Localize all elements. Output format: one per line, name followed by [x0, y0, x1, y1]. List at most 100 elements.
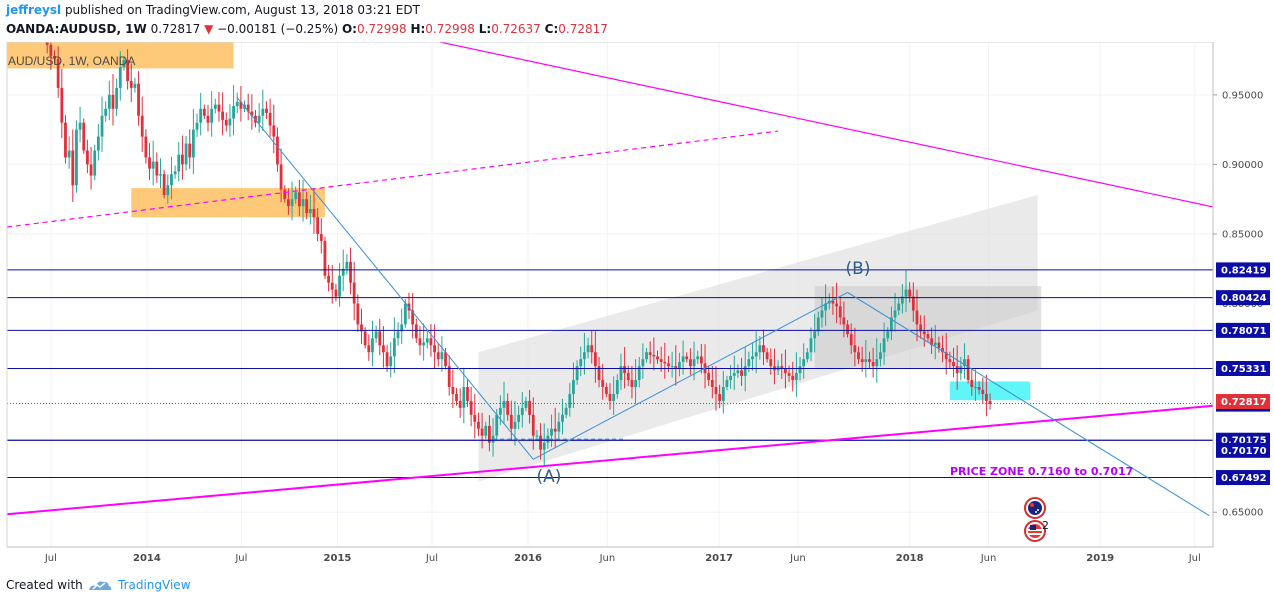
time-tick-label: Jun: [599, 553, 616, 564]
candle-body: [648, 352, 652, 356]
time-tick-label: Jun: [789, 553, 806, 564]
time-tick-label: 2015: [324, 553, 352, 564]
candle: [758, 336, 762, 360]
australia-flag-icon-star: [1037, 509, 1039, 511]
candle-body: [345, 261, 349, 269]
symbol-name[interactable]: OANDA:AUDUSD, 1W: [6, 22, 147, 36]
publish-line: jeffreysl published on TradingView.com, …: [6, 3, 420, 17]
candle: [126, 49, 129, 90]
blue-downtrend-line: [236, 97, 534, 460]
candle-body: [959, 366, 963, 374]
candle: [542, 423, 546, 465]
candle-body: [572, 380, 575, 394]
candle-body: [915, 310, 919, 325]
usa-flag-icon-canton: [1030, 525, 1036, 530]
candle-body: [235, 101, 239, 106]
candle: [480, 412, 484, 449]
candle: [276, 127, 279, 172]
candle: [137, 71, 140, 126]
price-level-label-text: 0.75331: [1221, 364, 1267, 375]
candle-body: [937, 342, 941, 349]
candle-body: [488, 425, 491, 443]
tradingview-logo-icon[interactable]: [88, 578, 112, 597]
candle-body: [619, 366, 623, 381]
candle: [963, 343, 966, 379]
candle: [60, 68, 64, 139]
candle-body: [480, 428, 484, 436]
candle-body: [568, 393, 572, 408]
candle: [813, 313, 817, 353]
candle-body: [477, 421, 480, 429]
candle-body: [301, 199, 305, 207]
candle: [188, 129, 192, 169]
candle-body: [107, 94, 111, 109]
candle-body: [228, 118, 232, 126]
candle: [528, 390, 531, 424]
candle: [400, 308, 404, 345]
price-level-label-text: 0.70170: [1221, 446, 1267, 457]
candle-body: [615, 380, 619, 394]
publish-info: published on TradingView.com, August 13,…: [64, 3, 420, 17]
candle-body: [122, 60, 126, 68]
candle-body: [948, 359, 952, 362]
candle-body: [963, 359, 966, 367]
candle: [685, 352, 689, 363]
candle: [674, 345, 678, 386]
candle: [287, 188, 290, 215]
candle: [170, 156, 173, 200]
candle-body: [988, 400, 992, 404]
candle-body: [838, 306, 842, 318]
price-axis[interactable]: 0.950000.900000.850000.650000.800000.824…: [1213, 90, 1270, 519]
price-level-label-text: 0.82419: [1221, 265, 1267, 276]
price-tick-label: 0.90000: [1222, 160, 1263, 171]
author-name[interactable]: jeffreysl: [6, 3, 62, 17]
time-axis[interactable]: Jul 2014 Jul 2015 Jul 2016 Jun 2017 Jun 2018 Jun 20…: [44, 553, 1201, 564]
candle: [937, 336, 941, 353]
candle: [356, 294, 360, 332]
candle-body: [955, 366, 959, 374]
candle: [360, 308, 363, 345]
candle: [557, 412, 561, 439]
australia-flag-icon-fill: [1028, 501, 1042, 515]
candle-body: [561, 414, 564, 422]
candle-body: [809, 338, 813, 353]
price-tick-label: 0.65000: [1222, 508, 1263, 519]
candle-body: [736, 370, 740, 374]
candle: [166, 174, 170, 204]
candle-body: [418, 338, 422, 346]
candle: [133, 77, 137, 93]
candle-body: [126, 60, 129, 81]
candle: [67, 136, 71, 169]
candle-body: [495, 414, 499, 436]
annotations: AUD/USD, 1W, OANDA (B) (A) PRICE ZONE 0.716…: [8, 54, 1133, 542]
candle: [539, 423, 542, 460]
candle-body: [422, 342, 426, 346]
candle: [572, 362, 575, 408]
candle-body: [612, 393, 616, 401]
candle-body: [524, 400, 528, 408]
candle-body: [316, 217, 320, 234]
price-level-label-text: 0.67492: [1221, 473, 1267, 484]
candle-body: [539, 435, 542, 450]
candle: [213, 98, 217, 114]
candle-body: [469, 400, 473, 415]
candle: [96, 124, 100, 161]
time-tick-label: Jul: [425, 553, 438, 564]
candle-body: [553, 428, 557, 432]
candle: [740, 357, 743, 386]
candle: [941, 335, 944, 363]
candle: [736, 364, 740, 378]
candle-body: [462, 387, 466, 408]
candle: [520, 392, 524, 428]
candle-body: [213, 104, 217, 109]
candle-body: [784, 368, 787, 374]
candles: [45, 42, 992, 465]
tradingview-brand-link[interactable]: TradingView: [118, 578, 191, 592]
candle-body: [513, 421, 517, 429]
candle-body: [367, 345, 371, 353]
candle-body: [188, 143, 192, 158]
candle-body: [926, 334, 930, 339]
candle-body: [327, 275, 330, 283]
candle-body: [86, 150, 89, 165]
